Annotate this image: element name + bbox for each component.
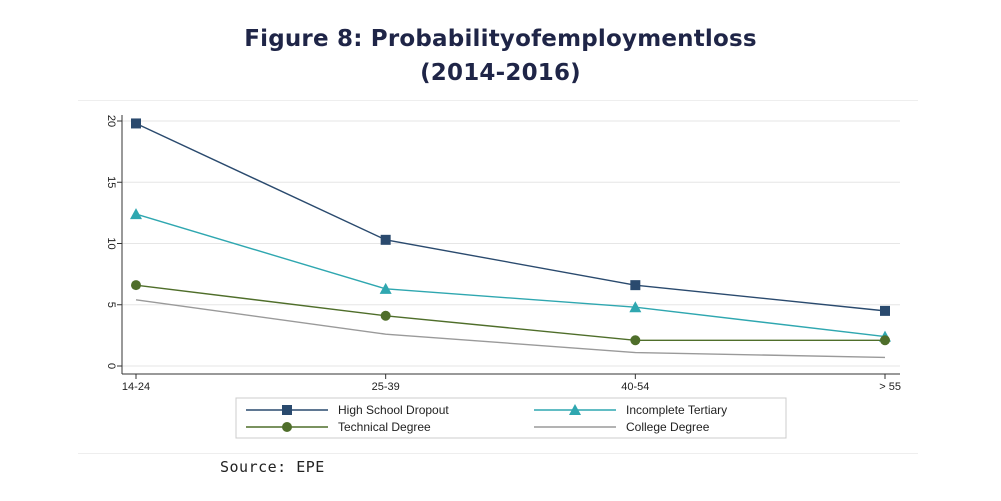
legend-marker-incomplete-tertiary — [569, 404, 581, 415]
point-high-school-dropout-2 — [630, 280, 641, 291]
point-technical-degree-2 — [630, 335, 641, 346]
y-tick-label-20: 20 — [105, 115, 117, 127]
x-tick-label-0: 14-24 — [122, 381, 150, 393]
point-technical-degree-0 — [131, 280, 141, 291]
legend-box — [235, 397, 787, 439]
point-high-school-dropout-0 — [131, 118, 141, 129]
series-line-college-degree — [135, 299, 886, 359]
legend-marker-technical-degree — [282, 422, 292, 432]
x-tick-label-2: 40-54 — [621, 381, 649, 393]
source-note: Source: EPE — [220, 458, 325, 476]
x-tick-label-1: 25-39 — [372, 381, 400, 393]
series-line-incomplete-tertiary — [135, 213, 886, 338]
x-tick-label-3: > 55 — [879, 381, 901, 393]
legend-label-college-degree: College Degree — [626, 420, 710, 434]
point-technical-degree-1 — [380, 310, 391, 321]
title-line-1: Figure 8: Probabilityofemploymentloss — [244, 26, 757, 52]
point-incomplete-tertiary-1 — [379, 282, 392, 294]
legend-marker-high-school-dropout — [282, 405, 292, 415]
y-tick-label-0: 0 — [105, 363, 117, 369]
legend-label-technical-degree: Technical Degree — [338, 420, 431, 434]
y-tick-label-15: 15 — [105, 176, 117, 188]
legend-label-high-school-dropout: High School Dropout — [338, 403, 449, 417]
y-tick-label-5: 5 — [105, 302, 117, 308]
y-tick-label-10: 10 — [105, 237, 117, 249]
point-incomplete-tertiary-0 — [130, 208, 142, 220]
chart-panel — [78, 100, 918, 454]
series-line-technical-degree — [135, 284, 885, 341]
chart-title: Figure 8: Probabilityofemploymentloss (2… — [0, 22, 1001, 90]
point-high-school-dropout-3 — [880, 305, 890, 316]
legend-label-incomplete-tertiary: Incomplete Tertiary — [626, 403, 727, 417]
series-line-high-school-dropout — [135, 122, 886, 312]
point-high-school-dropout-1 — [380, 234, 391, 245]
title-line-2: (2014-2016) — [420, 60, 581, 86]
point-technical-degree-3 — [880, 335, 890, 346]
point-incomplete-tertiary-2 — [629, 301, 642, 313]
